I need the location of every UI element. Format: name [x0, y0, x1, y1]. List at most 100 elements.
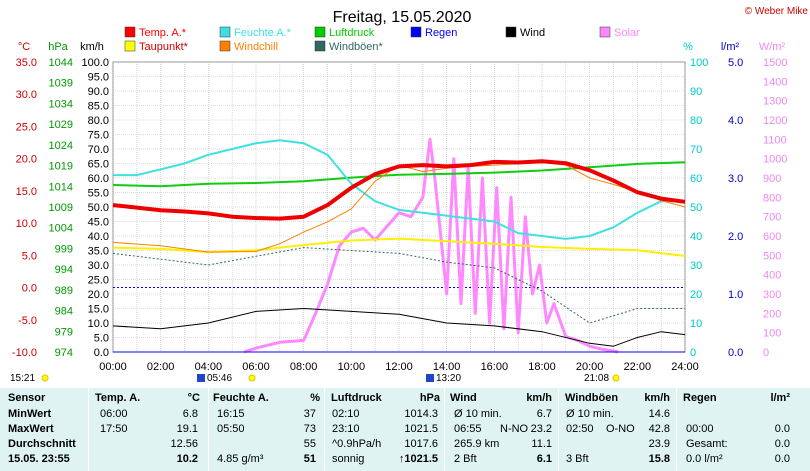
- hpa-tick: 979: [55, 326, 73, 338]
- pressure-value: 1017.6: [404, 438, 438, 450]
- pct-tick: 90: [690, 86, 702, 98]
- solar-tick: 200: [763, 308, 781, 320]
- chart-grid: [112, 61, 686, 353]
- legend-label: Temp. A.*: [139, 27, 187, 39]
- hpa-tick: 1024: [49, 140, 73, 152]
- rain-value: 0.0: [774, 423, 790, 435]
- series-windb-en: [112, 247, 685, 324]
- kmh-tick: 70.0: [88, 144, 109, 156]
- temp-tick: 0.0: [22, 283, 37, 295]
- rain-unit: l/m²: [721, 41, 740, 53]
- table-divider: [208, 388, 209, 471]
- table-header: °C: [187, 392, 200, 404]
- temp-tick: 20.0: [16, 154, 37, 166]
- pct-tick: 10: [690, 318, 702, 330]
- row-label: 15.05. 23:55: [8, 453, 70, 465]
- gust-value: 42.8: [648, 423, 670, 435]
- hpa-tick: 984: [55, 306, 73, 318]
- hpa-tick: 989: [55, 285, 73, 297]
- series-luftdruck: [112, 161, 686, 188]
- gust-label: 02:50: [566, 423, 594, 435]
- kmh-tick: 40.0: [88, 231, 109, 243]
- pct-tick: 60: [690, 173, 702, 185]
- kmh-tick: 95.0: [88, 72, 109, 84]
- legend-swatch: [314, 26, 326, 38]
- table-divider: [558, 388, 559, 471]
- table-header: Regen: [683, 392, 717, 404]
- rain-value: 0.0: [774, 453, 790, 465]
- kmh-tick: 35.0: [88, 246, 109, 258]
- time-tick: 10:00: [338, 361, 366, 373]
- solar-tick: 800: [763, 192, 781, 204]
- series-windchill: [112, 162, 686, 253]
- legend-swatch: [219, 40, 231, 52]
- table-header: km/h: [526, 392, 552, 404]
- kmh-tick: 20.0: [88, 289, 109, 301]
- kmh-tick: 85.0: [88, 101, 109, 113]
- temp-value: 19.1: [176, 423, 198, 435]
- pct-tick: 100: [690, 57, 708, 69]
- row-label: Durchschnitt: [8, 438, 76, 450]
- hum-value: 55: [303, 438, 316, 450]
- hum-time: 16:15: [217, 408, 245, 420]
- rain-value: 0.0: [774, 438, 790, 450]
- table-divider: [88, 388, 89, 471]
- solar-tick: 100: [763, 328, 781, 340]
- series-wind: [112, 308, 686, 347]
- solar-tick: 1300: [763, 96, 787, 108]
- legend-label: Wind: [520, 27, 545, 39]
- time-tick: 22:00: [624, 361, 652, 373]
- sun-icon: [248, 374, 256, 382]
- time-tick: 18:00: [528, 361, 556, 373]
- series-solar: [243, 137, 619, 354]
- legend-swatch: [219, 26, 231, 38]
- legend-label: Solar: [614, 27, 640, 39]
- pct-unit: %: [683, 41, 693, 53]
- time-tick: 12:00: [385, 361, 413, 373]
- hum-value: 51: [303, 453, 316, 465]
- sun-icon: [612, 374, 620, 382]
- noon-icon: [426, 374, 434, 382]
- sunset-time: 21:08: [584, 373, 609, 384]
- legend-swatch: [505, 26, 517, 38]
- hum-time: 05:50: [217, 423, 245, 435]
- wind-label: Ø 10 min.: [454, 408, 502, 420]
- rain-label: Gesamt:: [686, 438, 728, 450]
- series-temp-a: [112, 159, 686, 221]
- chart-axes: 35.0 30.0 25.0 20.0 15.0 10.0 5.0 0.0 -5.0 -10.0 1…: [10, 41, 787, 384]
- solar-tick: 1500: [763, 57, 787, 69]
- solar-tick: 1200: [763, 115, 787, 127]
- series-feuchte-a: [113, 139, 685, 240]
- kmh-tick: 25.0: [88, 275, 109, 287]
- pct-tick: 30: [690, 260, 702, 272]
- kmh-tick: 55.0: [88, 188, 109, 200]
- pct-tick: 0: [690, 347, 696, 359]
- hpa-unit: hPa: [48, 41, 68, 53]
- pressure-time: 02:10: [332, 408, 360, 420]
- time-tick: 04:00: [195, 361, 223, 373]
- gust-label: 3 Bft: [566, 453, 589, 465]
- temp-value: 6.8: [182, 408, 198, 420]
- wind-label: 265.9 km: [454, 438, 500, 450]
- kmh-tick: 60.0: [88, 173, 109, 185]
- table-header: Feuchte A.: [213, 392, 269, 404]
- kmh-tick: 45.0: [88, 217, 109, 229]
- pressure-value: 1021.5: [404, 423, 438, 435]
- kmh-tick: 5.0: [94, 333, 109, 345]
- pct-tick: 40: [690, 231, 702, 243]
- legend-label: Taupunkt*: [139, 41, 189, 53]
- rain-label: 00:00: [686, 423, 714, 435]
- time-tick: 16:00: [481, 361, 509, 373]
- pressure-value: ↑1021.5: [398, 453, 438, 465]
- solar-tick: 400: [763, 270, 781, 282]
- table-header: Windböen: [565, 392, 619, 404]
- temp-tick: -10.0: [12, 347, 37, 359]
- solar-unit: W/m²: [759, 41, 786, 53]
- kmh-tick: 80.0: [88, 115, 109, 127]
- chart-series: [112, 137, 686, 354]
- pressure-time: ^0.9hPa/h: [332, 438, 382, 450]
- solar-tick: 0: [763, 347, 769, 359]
- rain-tick: 2.0: [728, 231, 743, 243]
- temp-tick: 30.0: [16, 89, 37, 101]
- noon-time: 13:20: [436, 373, 461, 384]
